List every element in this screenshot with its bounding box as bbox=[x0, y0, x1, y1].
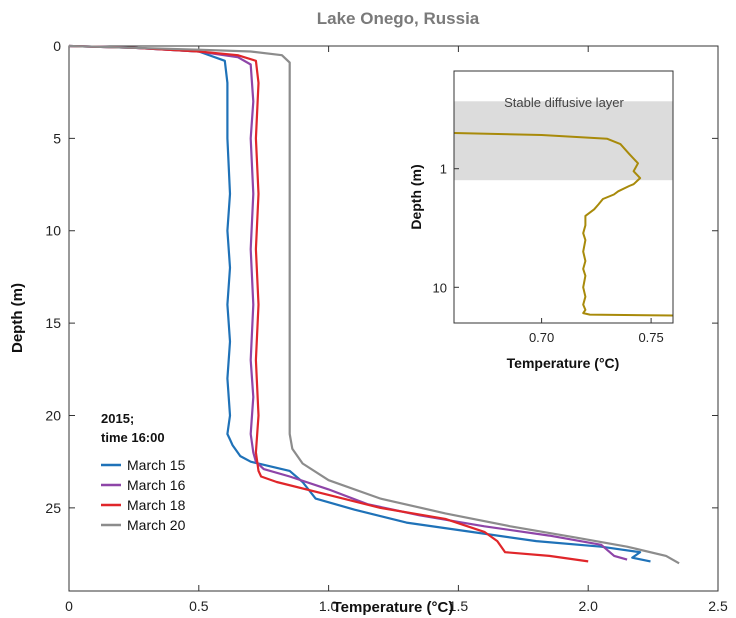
x-tick-label: 0 bbox=[65, 598, 73, 614]
y-tick-label: 15 bbox=[45, 315, 61, 331]
x-tick-label: 2.5 bbox=[708, 598, 728, 614]
inset-y-axis-label: Depth (m) bbox=[408, 164, 424, 229]
series-line-march-16 bbox=[68, 44, 628, 561]
inset-series-line bbox=[453, 132, 674, 317]
inset-ticks: 0.70 0.75 1 10 bbox=[433, 162, 664, 345]
y-tick-label: 25 bbox=[45, 500, 61, 516]
main-series bbox=[68, 44, 680, 565]
stable-layer-label: Stable diffusive layer bbox=[504, 95, 624, 110]
y-tick-label: 0 bbox=[53, 38, 61, 54]
x-axis-label: Temperature (°C) bbox=[333, 599, 454, 616]
legend-label-march-18: March 18 bbox=[127, 497, 186, 513]
y-tick-label: 5 bbox=[53, 130, 61, 146]
stable-layer-band bbox=[454, 101, 673, 181]
inset-x-axis-label: Temperature (°C) bbox=[507, 355, 620, 371]
y-tick-label: 20 bbox=[45, 407, 61, 423]
main-plot-frame bbox=[68, 45, 719, 592]
x-tick-label: 0.5 bbox=[189, 598, 209, 614]
inset-x-tick-label: 0.70 bbox=[529, 330, 554, 345]
chart-title: Lake Onego, Russia bbox=[317, 9, 480, 28]
legend-label-march-16: March 16 bbox=[127, 477, 186, 493]
inset-plot: Stable diffusive layer 0.70 0.75 1 10 Tempe… bbox=[408, 70, 674, 371]
inset-frame bbox=[453, 70, 674, 324]
series-line-march-20 bbox=[68, 44, 680, 565]
legend-items: March 15 March 16 March 18 March 20 bbox=[101, 457, 186, 533]
legend-title-line-1: 2015; bbox=[101, 411, 134, 426]
series-line-march-18 bbox=[68, 44, 589, 563]
x-tick-label: 2.0 bbox=[578, 598, 598, 614]
legend-label-march-15: March 15 bbox=[127, 457, 186, 473]
y-tick-label: 10 bbox=[45, 223, 61, 239]
x-tick-label: 1.5 bbox=[449, 598, 469, 614]
main-plot: 0 0.5 1.0 1.5 2.0 2.5 0 5 10 15 20 25 bbox=[45, 38, 728, 614]
inset-x-tick-label: 0.75 bbox=[638, 330, 663, 345]
x-tick-label: 1.0 bbox=[319, 598, 339, 614]
y-axis-label: Depth (m) bbox=[9, 283, 26, 353]
inset-series bbox=[453, 132, 674, 317]
legend-title-line-2: time 16:00 bbox=[101, 430, 165, 445]
legend-label-march-20: March 20 bbox=[127, 517, 186, 533]
inset-y-tick-label: 1 bbox=[440, 162, 447, 177]
series-line-march-15 bbox=[68, 44, 651, 563]
inset-y-tick-label: 10 bbox=[433, 280, 447, 295]
